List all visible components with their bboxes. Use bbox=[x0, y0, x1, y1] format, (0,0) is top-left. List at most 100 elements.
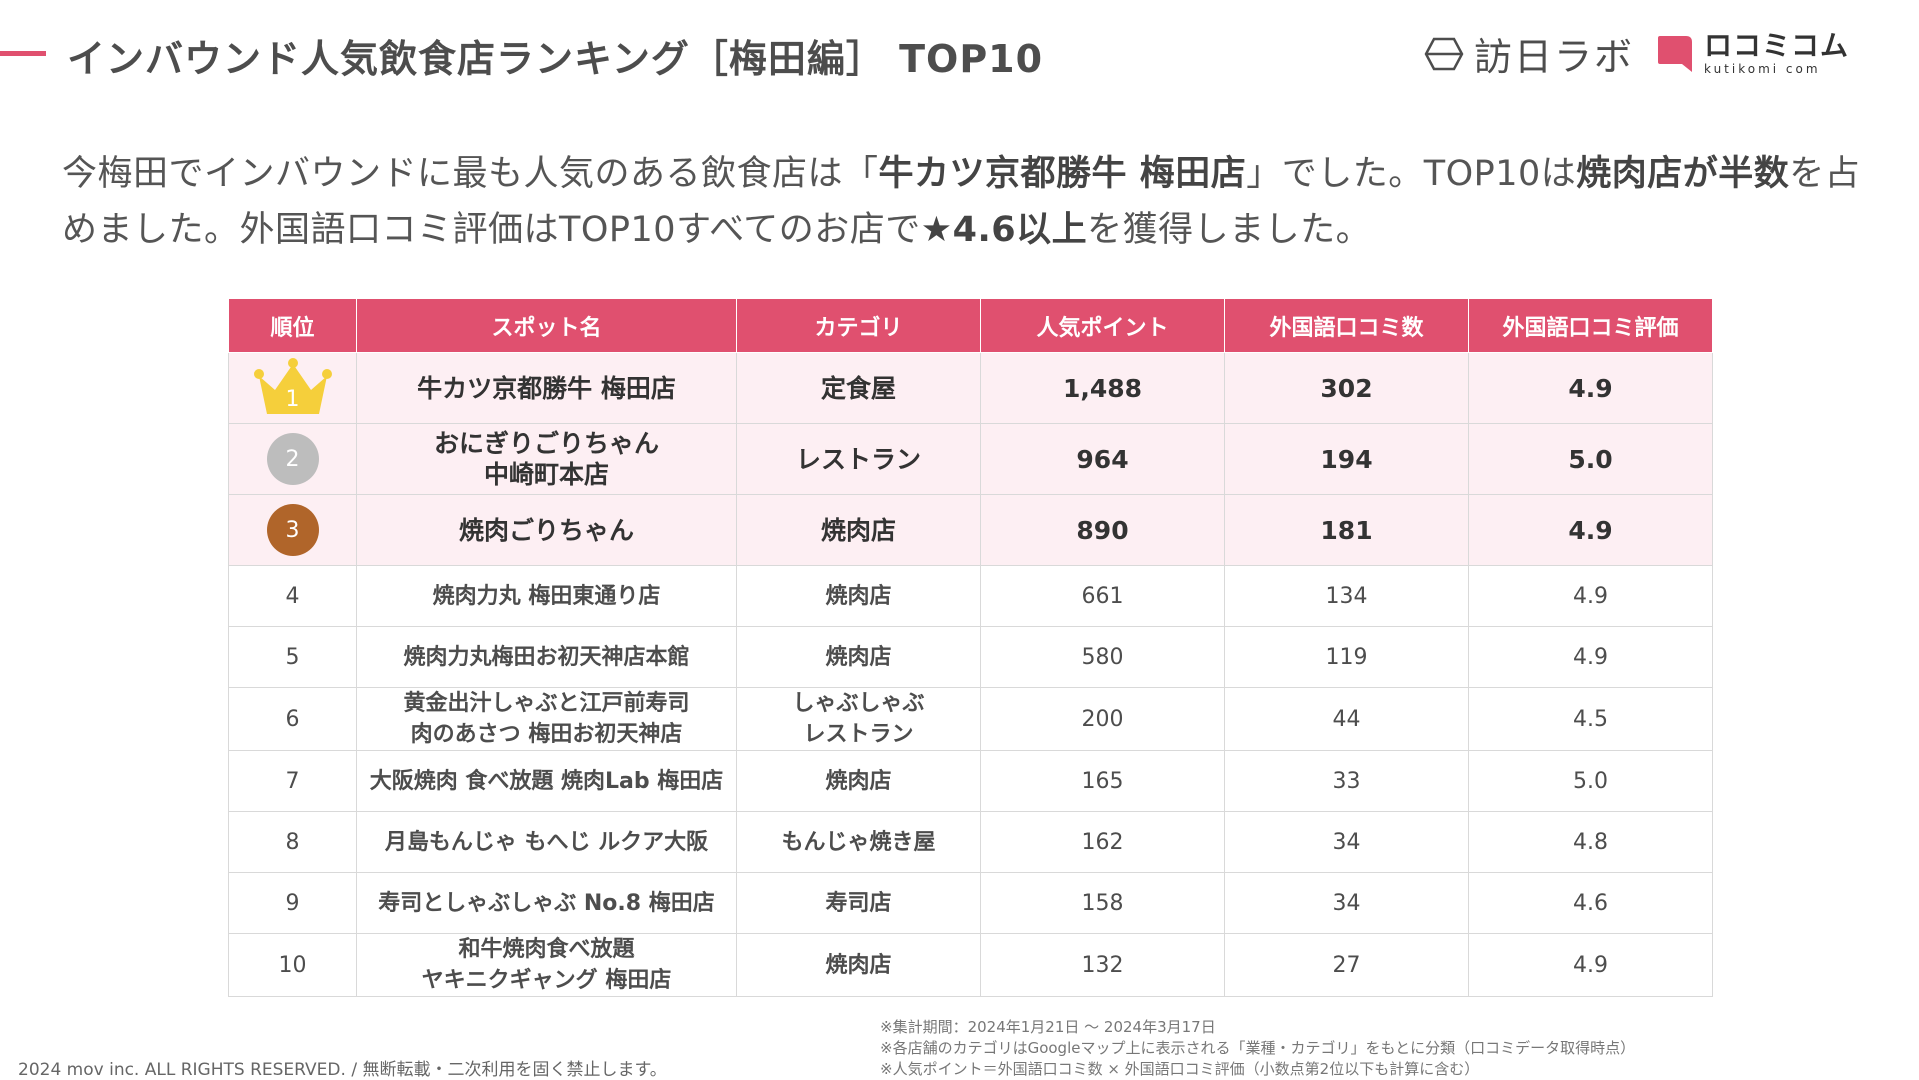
review-rating-cell: 4.9 bbox=[1468, 626, 1713, 688]
houjin-lab-mark-icon bbox=[1424, 37, 1464, 70]
review-count-cell: 302 bbox=[1224, 352, 1469, 424]
spot-name-cell: 牛カツ京都勝牛 梅田店 bbox=[356, 352, 737, 424]
table-header-row: 順位 スポット名 カテゴリ 人気ポイント 外国語口コミ数 外国語口コミ評価 bbox=[228, 298, 1713, 353]
kuchikomi-wordmark: ロコミコム bbox=[1703, 29, 1849, 62]
points-cell: 890 bbox=[980, 494, 1225, 566]
col-header-review-rating: 外国語口コミ評価 bbox=[1468, 298, 1713, 353]
footnotes: ※集計期間：2024年1月21日 〜 2024年3月17日 ※各店舗のカテゴリは… bbox=[880, 1017, 1635, 1080]
review-rating-cell: 4.9 bbox=[1468, 565, 1713, 627]
rank-cell: 9 bbox=[228, 872, 357, 934]
spot-name-line2: 肉のあさつ 梅田お初天神店 bbox=[410, 722, 683, 747]
silver-medal-badge: 2 bbox=[266, 433, 319, 485]
bronze-medal-badge: 3 bbox=[266, 504, 319, 556]
spot-name-cell: 焼肉力丸梅田お初天神店本館 bbox=[356, 626, 737, 688]
spot-name: 大阪焼肉 食べ放題 焼肉Lab 梅田店 bbox=[369, 768, 724, 794]
rank-cell: 3 bbox=[228, 494, 357, 566]
category-cell: 定食屋 bbox=[736, 352, 981, 424]
review-count-cell: 34 bbox=[1224, 872, 1469, 934]
rank-cell: 8 bbox=[228, 811, 357, 873]
review-rating-cell: 4.9 bbox=[1468, 933, 1713, 997]
footnote: ※人気ポイント＝外国語口コミ数 × 外国語口コミ評価（小数点第2位以下も計算に含… bbox=[880, 1060, 1480, 1078]
points-cell: 162 bbox=[980, 811, 1225, 873]
review-count-cell: 34 bbox=[1224, 811, 1469, 873]
rank-cell: 10 bbox=[228, 933, 357, 997]
points-cell: 964 bbox=[980, 423, 1225, 495]
rank-number: 1 bbox=[285, 387, 300, 412]
spot-name: 月島もんじゃ もへじ ルクア大阪 bbox=[384, 829, 709, 855]
rank-cell: 2 bbox=[228, 423, 357, 495]
review-count-cell: 44 bbox=[1224, 687, 1469, 751]
page-title: インバウンド人気飲食店ランキング［梅田編］ TOP10 bbox=[67, 37, 1044, 81]
table-row: 4 焼肉力丸 梅田東通り店 焼肉店 661 134 4.9 bbox=[228, 565, 1713, 627]
review-rating-cell: 4.5 bbox=[1468, 687, 1713, 751]
rank-cell: 4 bbox=[228, 565, 357, 627]
table-row: 9 寿司としゃぶしゃぶ No.8 梅田店 寿司店 158 34 4.6 bbox=[228, 872, 1713, 934]
rank-1-crown: 1 bbox=[253, 358, 333, 418]
review-rating-cell: 4.9 bbox=[1468, 494, 1713, 566]
spot-name-cell: 月島もんじゃ もへじ ルクア大阪 bbox=[356, 811, 737, 873]
review-rating-cell: 4.9 bbox=[1468, 352, 1713, 424]
category-cell: 焼肉店 bbox=[736, 933, 981, 997]
ranking-table: 順位 スポット名 カテゴリ 人気ポイント 外国語口コミ数 外国語口コミ評価 1 bbox=[228, 298, 1713, 997]
summary-part: 」でした。TOP10は bbox=[1246, 154, 1577, 194]
footnote: ※集計期間：2024年1月21日 〜 2024年3月17日 bbox=[880, 1018, 1216, 1036]
category-cell: レストラン bbox=[736, 423, 981, 495]
review-count-cell: 27 bbox=[1224, 933, 1469, 997]
copyright-notice: 2024 mov inc. ALL RIGHTS RESERVED. / 無断転… bbox=[18, 1060, 667, 1080]
summary-highlight: ★4.6以上 bbox=[920, 210, 1088, 250]
col-header-points: 人気ポイント bbox=[980, 298, 1225, 353]
rank-cell: 5 bbox=[228, 626, 357, 688]
kuchikomi-logo: ロコミコム kutikomi com bbox=[1656, 32, 1849, 75]
spot-name: 寿司としゃぶしゃぶ No.8 梅田店 bbox=[378, 890, 715, 916]
kuchikomi-mark-icon bbox=[1657, 35, 1692, 72]
category-line1: しゃぶしゃぶ bbox=[792, 691, 925, 716]
review-rating-cell: 5.0 bbox=[1468, 750, 1713, 812]
table-row: 2 おにぎりごりちゃん 中崎町本店 レストラン 964 194 5.0 bbox=[228, 423, 1713, 495]
category-cell: もんじゃ焼き屋 bbox=[736, 811, 981, 873]
rank-cell: 6 bbox=[228, 687, 357, 751]
spot-name-cell: 大阪焼肉 食べ放題 焼肉Lab 梅田店 bbox=[356, 750, 737, 812]
review-count-cell: 134 bbox=[1224, 565, 1469, 627]
footnote: ※各店舗のカテゴリはGoogleマップ上に表示される「業種・カテゴリ」をもとに分… bbox=[880, 1039, 1636, 1057]
spot-name-line2: ヤキニクギャング 梅田店 bbox=[421, 968, 672, 993]
summary-highlight: 焼肉店が半数 bbox=[1576, 154, 1790, 194]
spot-name-cell: 焼肉ごりちゃん bbox=[356, 494, 737, 566]
kuchikomi-domain: kutikomi com bbox=[1703, 62, 1821, 76]
category-cell: 焼肉店 bbox=[736, 565, 981, 627]
spot-name-cell: 寿司としゃぶしゃぶ No.8 梅田店 bbox=[356, 872, 737, 934]
points-cell: 200 bbox=[980, 687, 1225, 751]
spot-name: 焼肉力丸 梅田東通り店 bbox=[432, 583, 661, 609]
table-row: 3 焼肉ごりちゃん 焼肉店 890 181 4.9 bbox=[228, 494, 1713, 566]
crown-icon bbox=[253, 358, 332, 414]
category-line2: レストラン bbox=[803, 722, 914, 747]
header-accent-line bbox=[0, 51, 46, 56]
category-cell: 焼肉店 bbox=[736, 626, 981, 688]
category-cell: 焼肉店 bbox=[736, 494, 981, 566]
spot-name-cell: 黄金出汁しゃぶと江戸前寿司 肉のあさつ 梅田お初天神店 bbox=[356, 687, 737, 751]
col-header-rank: 順位 bbox=[228, 298, 357, 353]
col-header-category: カテゴリ bbox=[736, 298, 981, 353]
spot-name-cell: 焼肉力丸 梅田東通り店 bbox=[356, 565, 737, 627]
review-count-cell: 181 bbox=[1224, 494, 1469, 566]
spot-name-cell: おにぎりごりちゃん 中崎町本店 bbox=[356, 423, 737, 495]
points-cell: 165 bbox=[980, 750, 1225, 812]
category-cell: しゃぶしゃぶ レストラン bbox=[736, 687, 981, 751]
spot-name: おにぎりごりちゃん bbox=[433, 429, 659, 458]
summary-part: を占めました。外国語口コミ評価はTOP10すべてのお店で bbox=[62, 154, 1861, 250]
review-rating-cell: 4.8 bbox=[1468, 811, 1713, 873]
spot-name: 黄金出汁しゃぶと江戸前寿司 bbox=[403, 691, 690, 716]
category-cell: 寿司店 bbox=[736, 872, 981, 934]
points-cell: 1,488 bbox=[980, 352, 1225, 424]
col-header-spot-name: スポット名 bbox=[356, 298, 737, 353]
table-row: 1 牛カツ京都勝牛 梅田店 定食屋 1,488 302 4.9 bbox=[228, 352, 1713, 424]
houjin-lab-logo: 訪日ラボ bbox=[1424, 26, 1634, 81]
review-count-cell: 194 bbox=[1224, 423, 1469, 495]
spot-name: 和牛焼肉食べ放題 bbox=[458, 937, 635, 962]
table-row: 10 和牛焼肉食べ放題 ヤキニクギャング 梅田店 焼肉店 132 27 4.9 bbox=[228, 933, 1713, 997]
brand-logos: 訪日ラボ ロコミコム kutikomi com bbox=[1424, 26, 1849, 81]
table-row: 5 焼肉力丸梅田お初天神店本館 焼肉店 580 119 4.9 bbox=[228, 626, 1713, 688]
spot-name-line2: 中崎町本店 bbox=[483, 460, 609, 489]
summary-highlight: 牛カツ京都勝牛 梅田店 bbox=[878, 154, 1247, 194]
points-cell: 158 bbox=[980, 872, 1225, 934]
summary-text: 今梅田でインバウンドに最も人気のある飲食店は「牛カツ京都勝牛 梅田店」でした。T… bbox=[62, 146, 1872, 258]
